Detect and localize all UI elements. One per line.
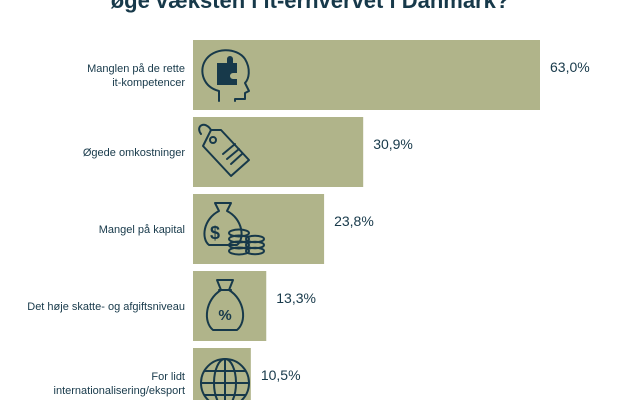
chart-title: øge væksten i it-erhvervet i Danmark?: [110, 0, 510, 13]
bar: [193, 348, 251, 400]
brain-puzzle-icon: [201, 49, 250, 102]
value-label: 13,3%: [276, 290, 316, 306]
svg-text:$: $: [210, 223, 220, 243]
value-label: 30,9%: [373, 136, 413, 152]
percent-bag-icon: %: [205, 279, 245, 331]
value-label: 23,8%: [334, 213, 374, 229]
svg-text:%: %: [218, 307, 231, 324]
value-label: 63,0%: [550, 59, 590, 75]
category-label: Manglen på de rette it-kompetencer: [87, 63, 185, 89]
bar: [193, 194, 325, 264]
bar: [193, 40, 540, 110]
price-tag-icon: [198, 123, 250, 177]
bar: [193, 117, 364, 187]
value-label: 10,5%: [261, 367, 301, 383]
category-label: Det høje skatte- og afgiftsniveau: [27, 301, 185, 313]
category-label: For lidt internationalisering/eksport: [54, 371, 185, 397]
category-label: Øgede omkostninger: [83, 147, 185, 159]
money-coins-icon: $: [203, 202, 265, 256]
category-label: Mangel på kapital: [99, 224, 185, 236]
globe-icon: [200, 358, 250, 400]
